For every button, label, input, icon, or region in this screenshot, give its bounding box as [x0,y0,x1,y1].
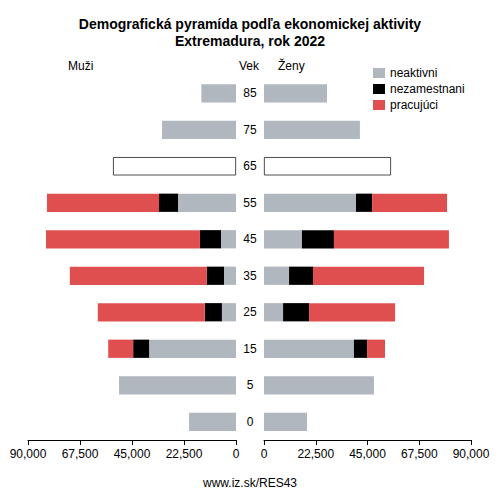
svg-text:67,500: 67,500 [401,447,438,461]
svg-text:0: 0 [261,447,268,461]
svg-text:0: 0 [233,447,240,461]
svg-text:www.iz.sk/RES43: www.iz.sk/RES43 [202,476,297,490]
svg-text:45,000: 45,000 [114,447,151,461]
svg-text:Extremadura, rok 2022: Extremadura, rok 2022 [175,33,325,49]
svg-text:85: 85 [243,86,257,100]
svg-text:45,000: 45,000 [349,447,386,461]
svg-text:55: 55 [243,196,257,210]
svg-text:65: 65 [243,159,257,173]
svg-text:15: 15 [243,342,257,356]
svg-text:Vek: Vek [239,59,260,73]
svg-text:Ženy: Ženy [278,58,305,73]
svg-text:22,500: 22,500 [297,447,334,461]
svg-text:0: 0 [247,415,254,429]
svg-text:25: 25 [243,305,257,319]
svg-text:neaktivni: neaktivni [390,66,437,80]
svg-text:67,500: 67,500 [62,447,99,461]
svg-text:pracujúci: pracujúci [390,98,438,112]
svg-text:90,000: 90,000 [453,447,490,461]
svg-text:nezamestnani: nezamestnani [390,82,465,96]
svg-text:Demografická pyramída podľa ek: Demografická pyramída podľa ekonomickej … [79,16,422,32]
svg-text:45: 45 [243,232,257,246]
svg-text:22,500: 22,500 [166,447,203,461]
svg-text:Muži: Muži [68,59,93,73]
svg-text:90,000: 90,000 [10,447,47,461]
svg-text:35: 35 [243,269,257,283]
svg-text:5: 5 [247,378,254,392]
svg-text:75: 75 [243,123,257,137]
